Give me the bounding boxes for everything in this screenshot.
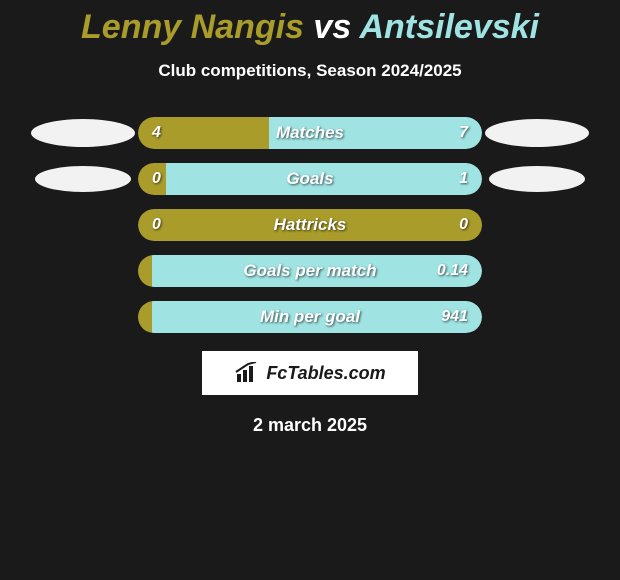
stat-value-left: 0 <box>152 216 161 234</box>
stat-bar: Matches 4 7 <box>138 117 482 149</box>
comparison-title: Lenny Nangis vs Antsilevski <box>0 0 620 47</box>
comparison-rows: Matches 4 7 Goals 0 1 Hattricks 0 0 Goals per mat… <box>0 117 620 333</box>
stat-row: Min per goal 941 <box>0 301 620 333</box>
stat-value-right: 0.14 <box>437 262 468 280</box>
stat-row: Matches 4 7 <box>0 117 620 149</box>
player1-avatar <box>35 166 131 192</box>
stat-label: Goals per match <box>243 261 376 281</box>
stat-row: Hattricks 0 0 <box>0 209 620 241</box>
stat-value-left: 0 <box>152 170 161 188</box>
player1-name: Lenny Nangis <box>81 8 304 46</box>
stat-bar: Hattricks 0 0 <box>138 209 482 241</box>
stat-value-right: 941 <box>441 308 468 326</box>
stat-label: Min per goal <box>260 307 360 327</box>
stat-row: Goals per match 0.14 <box>0 255 620 287</box>
vs-text: vs <box>313 8 351 46</box>
stat-value-right: 0 <box>459 216 468 234</box>
player2-avatar <box>489 166 585 192</box>
stat-label: Hattricks <box>274 215 347 235</box>
fctables-logo: FcTables.com <box>202 351 418 395</box>
chart-icon <box>234 362 260 384</box>
player2-avatar <box>485 119 589 147</box>
avatar-slot-right <box>482 166 592 192</box>
avatar-slot-left <box>28 166 138 192</box>
player1-avatar <box>31 119 135 147</box>
stat-row: Goals 0 1 <box>0 163 620 195</box>
stat-value-right: 1 <box>459 170 468 188</box>
avatar-slot-right <box>482 119 592 147</box>
stat-label: Goals <box>286 169 333 189</box>
subtitle: Club competitions, Season 2024/2025 <box>0 61 620 81</box>
stat-value-right: 7 <box>459 124 468 142</box>
stat-bar: Goals 0 1 <box>138 163 482 195</box>
date-text: 2 march 2025 <box>0 415 620 436</box>
stat-label: Matches <box>276 123 344 143</box>
stat-bar: Min per goal 941 <box>138 301 482 333</box>
bar-left-segment <box>138 255 152 287</box>
player2-name: Antsilevski <box>359 8 539 46</box>
stat-bar: Goals per match 0.14 <box>138 255 482 287</box>
logo-text: FcTables.com <box>266 363 385 384</box>
bar-left-segment <box>138 301 152 333</box>
stat-value-left: 4 <box>152 124 161 142</box>
avatar-slot-left <box>28 119 138 147</box>
